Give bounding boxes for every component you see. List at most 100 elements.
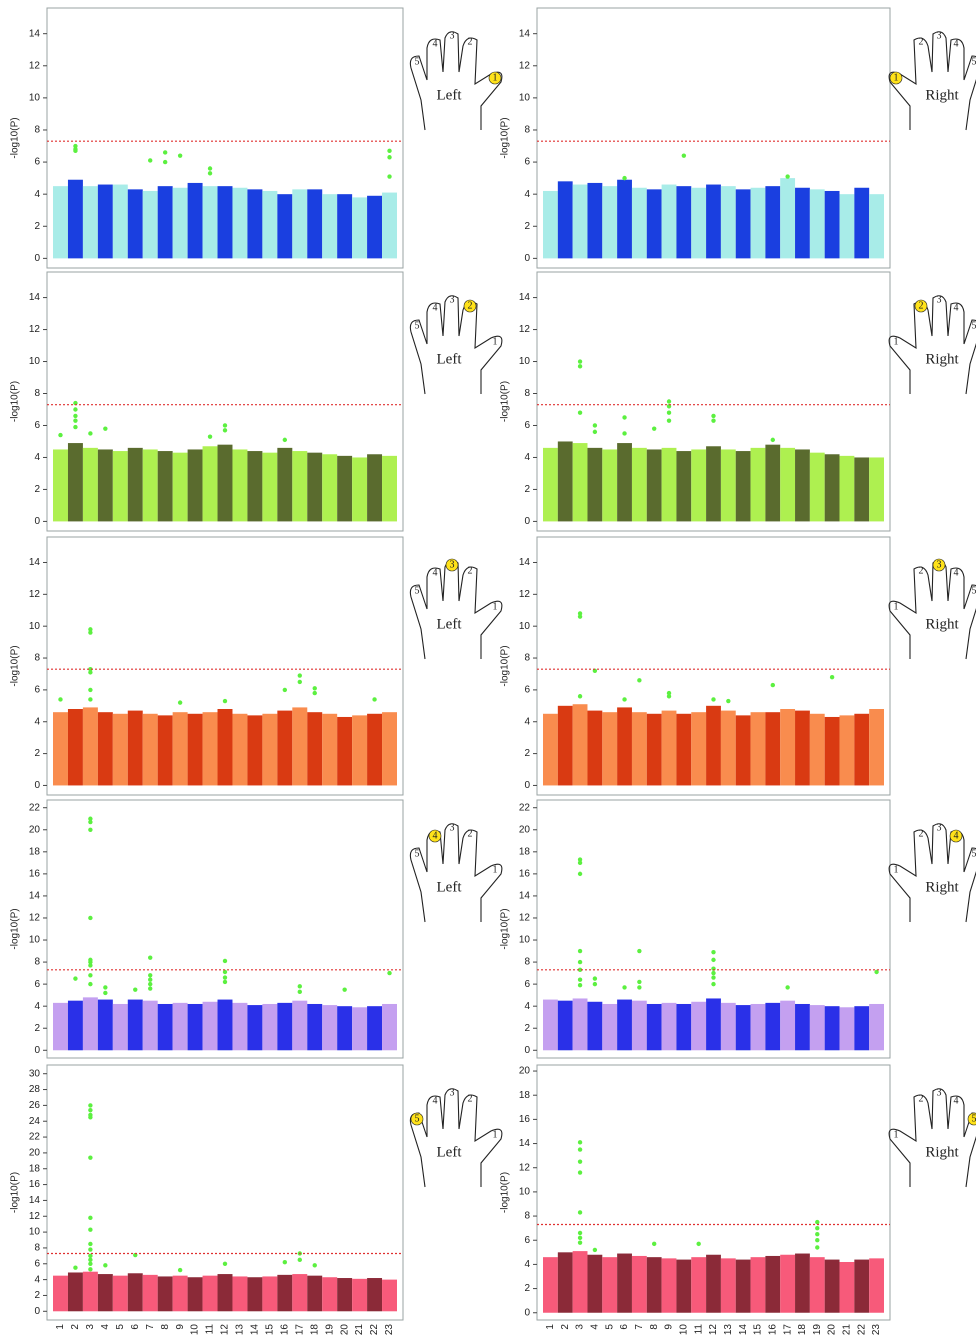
chromosome-band <box>352 715 368 786</box>
significant-snp <box>148 973 153 978</box>
marked-finger <box>889 71 903 85</box>
chromosome-band <box>617 707 632 786</box>
finger-number: 5 <box>972 585 976 596</box>
significant-snp <box>162 150 168 155</box>
chromosome-band <box>602 186 618 259</box>
significant-snp <box>815 1238 820 1243</box>
significant-snp <box>696 1241 701 1247</box>
y-tick-label: 6 <box>34 979 40 990</box>
y-tick-label: 10 <box>29 621 41 632</box>
hand-icon: 1 2 3 4 5 Left <box>409 30 503 131</box>
plot-frame <box>536 1064 891 1321</box>
y-tick-label: 10 <box>519 356 531 367</box>
hand-icon: 1 2 3 4 5 Right <box>888 1087 976 1188</box>
chromosome-band <box>646 449 662 522</box>
finger-number: 5 <box>972 56 976 67</box>
significant-snp <box>770 437 776 443</box>
hand-side-label: Left <box>437 879 463 895</box>
chromosome-band <box>676 1259 692 1313</box>
y-tick-label: 4 <box>524 189 530 200</box>
y-tick-label: 2 <box>34 1290 40 1301</box>
x-tick-label: 18 <box>309 1324 320 1336</box>
chromosome-band <box>112 184 128 259</box>
chromosome-band <box>735 189 751 259</box>
hand-side-label: Right <box>925 879 959 895</box>
significant-snp <box>622 415 627 420</box>
chromosome-band <box>202 1001 218 1051</box>
significant-snp <box>88 959 93 965</box>
chromosome-band <box>557 1252 573 1313</box>
chromosome-band <box>720 1002 736 1051</box>
y-tick-label: 12 <box>519 324 531 335</box>
significant-snp <box>88 1253 93 1259</box>
chromosome-band <box>706 446 721 522</box>
y-tick-label: 12 <box>519 913 531 924</box>
chromosome-band <box>67 709 83 786</box>
finger-number: 1 <box>493 601 498 612</box>
y-tick-label: 22 <box>29 1132 41 1143</box>
significant-snp <box>577 410 583 415</box>
significant-snp <box>73 424 78 430</box>
x-tick-label: 23 <box>871 1324 882 1336</box>
chromosome-band <box>127 447 143 522</box>
y-tick-label: 14 <box>29 557 41 568</box>
chromosome-band <box>765 1255 781 1313</box>
y-tick-label: 8 <box>524 388 530 399</box>
chromosome-band <box>292 1000 308 1051</box>
significant-snp <box>88 1257 93 1263</box>
chromosome-band <box>142 449 158 522</box>
y-tick-label: 2 <box>524 484 530 495</box>
chromosome-band <box>706 1254 721 1313</box>
significant-snp <box>387 155 392 160</box>
chromosome-band <box>661 447 677 522</box>
significant-snp <box>622 697 627 702</box>
x-tick-label: 5 <box>604 1324 615 1330</box>
x-tick-label: 11 <box>693 1324 704 1335</box>
chromosome-band <box>187 1003 203 1051</box>
finger-number: 3 <box>450 294 455 305</box>
y-tick-label: 6 <box>34 1258 40 1269</box>
significant-snp <box>785 174 790 179</box>
chromosome-band <box>854 187 870 259</box>
chromosome-band <box>587 710 603 786</box>
chromosome-band <box>676 451 692 522</box>
chromosome-band <box>322 1277 338 1312</box>
chromosome-band <box>661 184 677 259</box>
chromosome-band <box>337 1278 353 1312</box>
chromosome-band <box>157 1276 173 1312</box>
significant-snp <box>88 981 93 987</box>
significant-snp <box>666 418 672 423</box>
plot-frame <box>536 799 891 1059</box>
y-tick-label: 6 <box>524 685 530 696</box>
y-tick-label: 2 <box>34 221 40 232</box>
chromosome-band <box>750 712 766 786</box>
significant-snp <box>785 985 790 990</box>
significant-snp <box>711 697 716 702</box>
significant-snp <box>681 153 687 158</box>
chromosome-band <box>602 712 618 786</box>
chromosome-band <box>367 1006 383 1051</box>
significant-snp <box>651 426 657 431</box>
significant-snp <box>387 970 392 976</box>
x-tick-label: 22 <box>856 1324 867 1336</box>
x-tick-label: 22 <box>369 1324 380 1336</box>
hand-side-label: Right <box>925 351 959 367</box>
chromosome-band <box>172 1275 188 1312</box>
significant-snp <box>577 1240 583 1245</box>
chromosome-band <box>676 1003 692 1051</box>
significant-snp <box>207 171 213 176</box>
significant-snp <box>666 399 672 404</box>
x-tick-label: 7 <box>145 1324 156 1330</box>
significant-snp <box>73 413 78 419</box>
chromosome-band <box>217 1274 233 1312</box>
x-tick-label: 9 <box>664 1324 675 1330</box>
significant-snp <box>282 687 288 693</box>
chromosome-band <box>142 1274 158 1312</box>
significant-snp <box>88 627 93 632</box>
chromosome-band <box>720 710 736 786</box>
y-tick-label: 2 <box>34 748 40 759</box>
chromosome-band <box>382 712 397 786</box>
chromosome-band <box>735 1259 751 1313</box>
